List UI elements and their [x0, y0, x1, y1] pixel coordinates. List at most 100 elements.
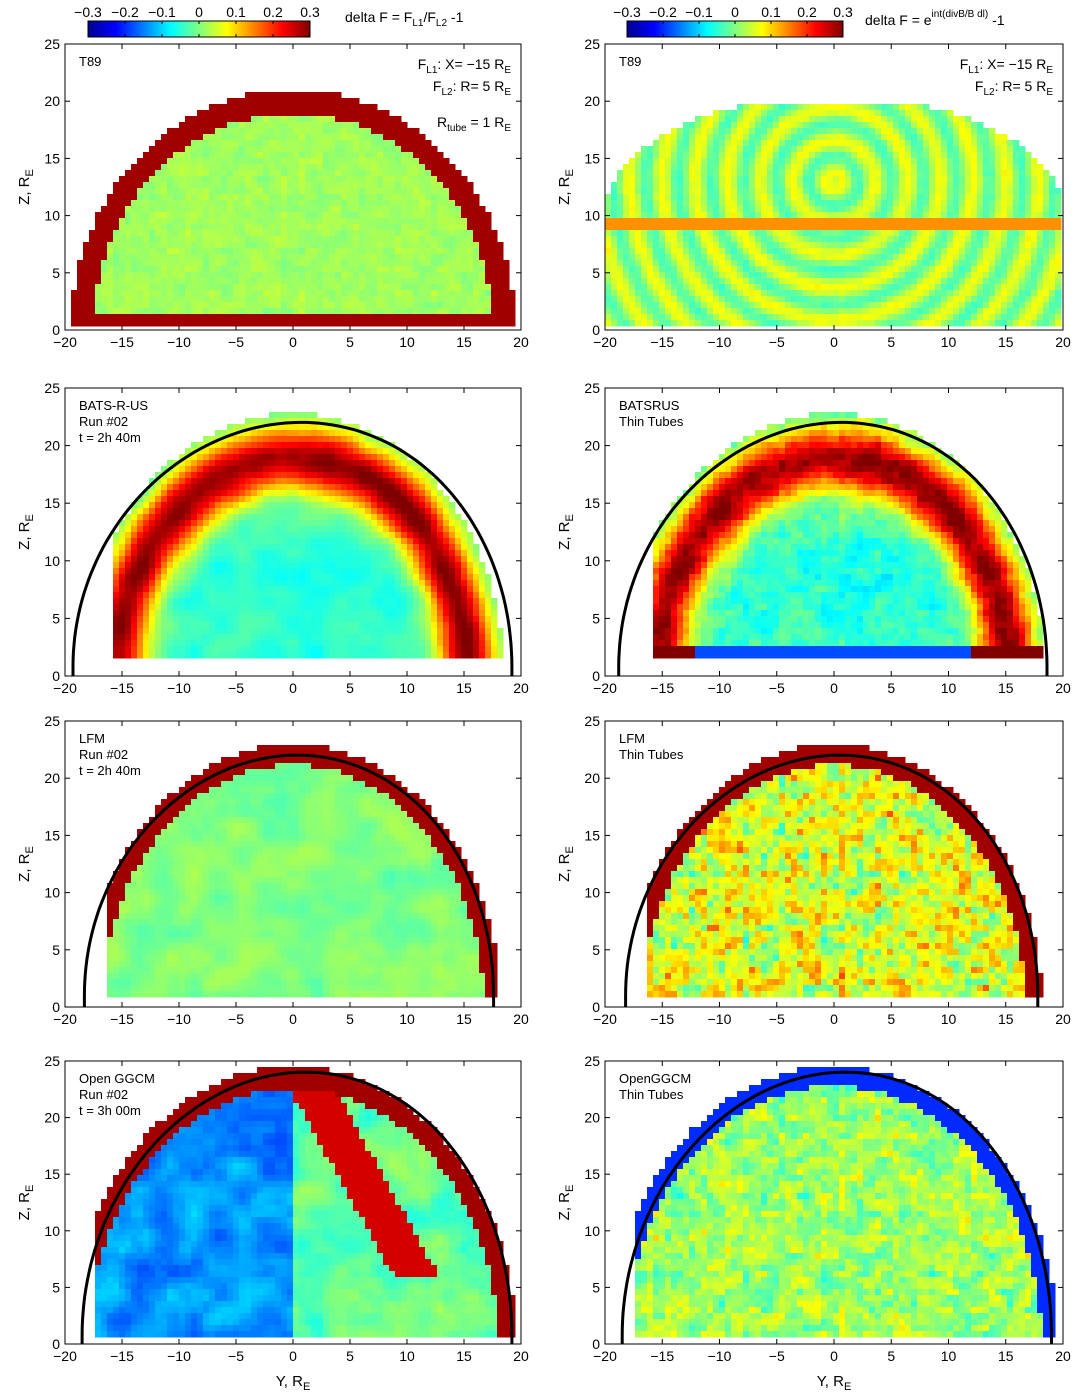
heatmap-cell	[923, 140, 930, 147]
heatmap-cell	[677, 260, 684, 267]
heatmap-cell	[929, 236, 936, 243]
heatmap-cell	[437, 230, 444, 237]
heatmap-cell	[329, 248, 336, 255]
heatmap-cell	[857, 140, 864, 147]
heatmap-cell	[839, 218, 846, 225]
heatmap-cell	[869, 176, 876, 183]
heatmap-cell	[239, 128, 246, 135]
heatmap-cell	[239, 254, 246, 261]
heatmap-cell	[725, 158, 732, 165]
heatmap-cell	[983, 248, 990, 255]
heatmap-cell	[635, 308, 642, 315]
heatmap-cell	[821, 224, 828, 231]
heatmap-cell	[935, 320, 942, 327]
x-tick-label: −10	[167, 334, 191, 350]
heatmap-cell	[335, 104, 342, 111]
heatmap-cell	[755, 146, 762, 153]
heatmap-cell	[197, 320, 204, 327]
heatmap-cell	[851, 308, 858, 315]
heatmap-cell	[401, 134, 408, 141]
heatmap-cell	[773, 284, 780, 291]
heatmap-cell	[905, 266, 912, 273]
heatmap-cell	[395, 242, 402, 249]
heatmap-cell	[863, 110, 870, 117]
heatmap-cell	[749, 206, 756, 213]
heatmap-cell	[131, 218, 138, 225]
heatmap-cell	[851, 284, 858, 291]
heatmap-cell	[1055, 266, 1062, 273]
heatmap-cell	[95, 266, 102, 273]
heatmap-cell	[863, 272, 870, 279]
heatmap-cell	[509, 302, 516, 309]
heatmap-cell	[203, 140, 210, 147]
heatmap-cell	[377, 260, 384, 267]
heatmap-cell	[83, 260, 90, 267]
heatmap-cell	[221, 104, 228, 111]
left-title: delta F = FL1/FL2 -1	[345, 9, 464, 29]
heatmap-cell	[1037, 224, 1044, 231]
heatmap-cell	[413, 128, 420, 135]
heatmap-cell	[401, 290, 408, 297]
heatmap-cell	[215, 104, 222, 111]
heatmap-cell	[971, 284, 978, 291]
heatmap-cell	[161, 266, 168, 273]
heatmap-cell	[455, 320, 462, 327]
heatmap-cell	[671, 290, 678, 297]
heatmap-cell	[449, 314, 456, 321]
heatmap-cell	[467, 182, 474, 189]
heatmap-cell	[767, 134, 774, 141]
heatmap-cell	[257, 218, 264, 225]
heatmap-cell	[407, 134, 414, 141]
heatmap-cell	[305, 164, 312, 171]
heatmap-cell	[251, 308, 258, 315]
heatmap-cell	[305, 194, 312, 201]
heatmap-cell	[935, 140, 942, 147]
heatmap-cell	[221, 308, 228, 315]
heatmap-cell	[923, 200, 930, 207]
heatmap-cell	[923, 152, 930, 159]
heatmap-cell	[215, 260, 222, 267]
heatmap-cell	[731, 308, 738, 315]
heatmap-cell	[671, 194, 678, 201]
heatmap-cell	[83, 272, 90, 279]
heatmap-cell	[755, 212, 762, 219]
heatmap-cell	[263, 320, 270, 327]
heatmap-cell	[185, 254, 192, 261]
heatmap-cell	[497, 254, 504, 261]
heatmap-cells	[71, 92, 516, 327]
heatmap-cell	[893, 314, 900, 321]
heatmap-cell	[623, 218, 630, 225]
heatmap-cell	[161, 206, 168, 213]
heatmap-cell	[431, 272, 438, 279]
heatmap-cell	[161, 158, 168, 165]
heatmap-cell	[635, 170, 642, 177]
heatmap-cell	[683, 254, 690, 261]
heatmap-cell	[377, 278, 384, 285]
heatmap-cell	[1031, 302, 1038, 309]
heatmap-cell	[785, 242, 792, 249]
heatmap-cell	[887, 200, 894, 207]
heatmap-cell	[1001, 212, 1008, 219]
heatmap-cell	[611, 230, 618, 237]
heatmap-cell	[245, 98, 252, 105]
heatmap-cell	[209, 164, 216, 171]
heatmap-cell	[707, 236, 714, 243]
heatmap-cell	[347, 200, 354, 207]
heatmap-cell	[833, 158, 840, 165]
heatmap-cell	[191, 236, 198, 243]
heatmap-cell	[947, 206, 954, 213]
heatmap-cell	[173, 314, 180, 321]
heatmap-cell	[137, 182, 144, 189]
heatmap-cell	[989, 146, 996, 153]
heatmap-cell	[497, 290, 504, 297]
heatmap-cell	[281, 254, 288, 261]
heatmap-cell	[995, 170, 1002, 177]
heatmap-cell	[719, 224, 726, 231]
heatmap-cell	[911, 194, 918, 201]
heatmap-cell	[815, 236, 822, 243]
heatmap-cell	[89, 230, 96, 237]
heatmap-cell	[635, 164, 642, 171]
heatmap-cell	[833, 224, 840, 231]
heatmap-cell	[689, 194, 696, 201]
heatmap-cell	[233, 302, 240, 309]
